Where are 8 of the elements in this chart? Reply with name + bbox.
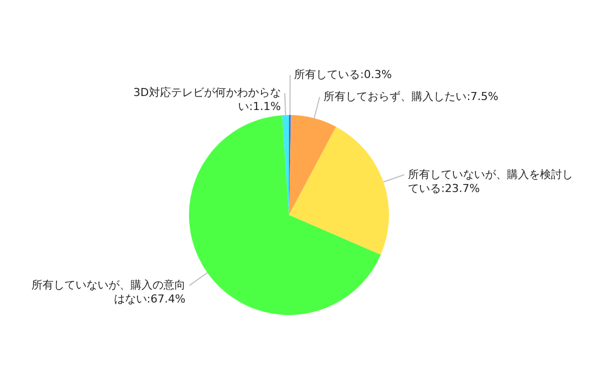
slice-label: 3D対応テレビが何かわからない:1.1%: [133, 86, 281, 114]
pie-slice: [189, 115, 381, 315]
slice-label: 所有していないが、購入の意向はない:67.4%: [31, 278, 186, 306]
pie-slice: [289, 126, 389, 255]
pie-slice: [289, 115, 336, 215]
slice-label: 所有しておらず、購入したい:7.5%: [324, 90, 498, 103]
slice-label: 所有していないが、購入を検討している:23.7%: [408, 168, 574, 195]
slice-label: 所有している:0.3%: [294, 68, 392, 81]
